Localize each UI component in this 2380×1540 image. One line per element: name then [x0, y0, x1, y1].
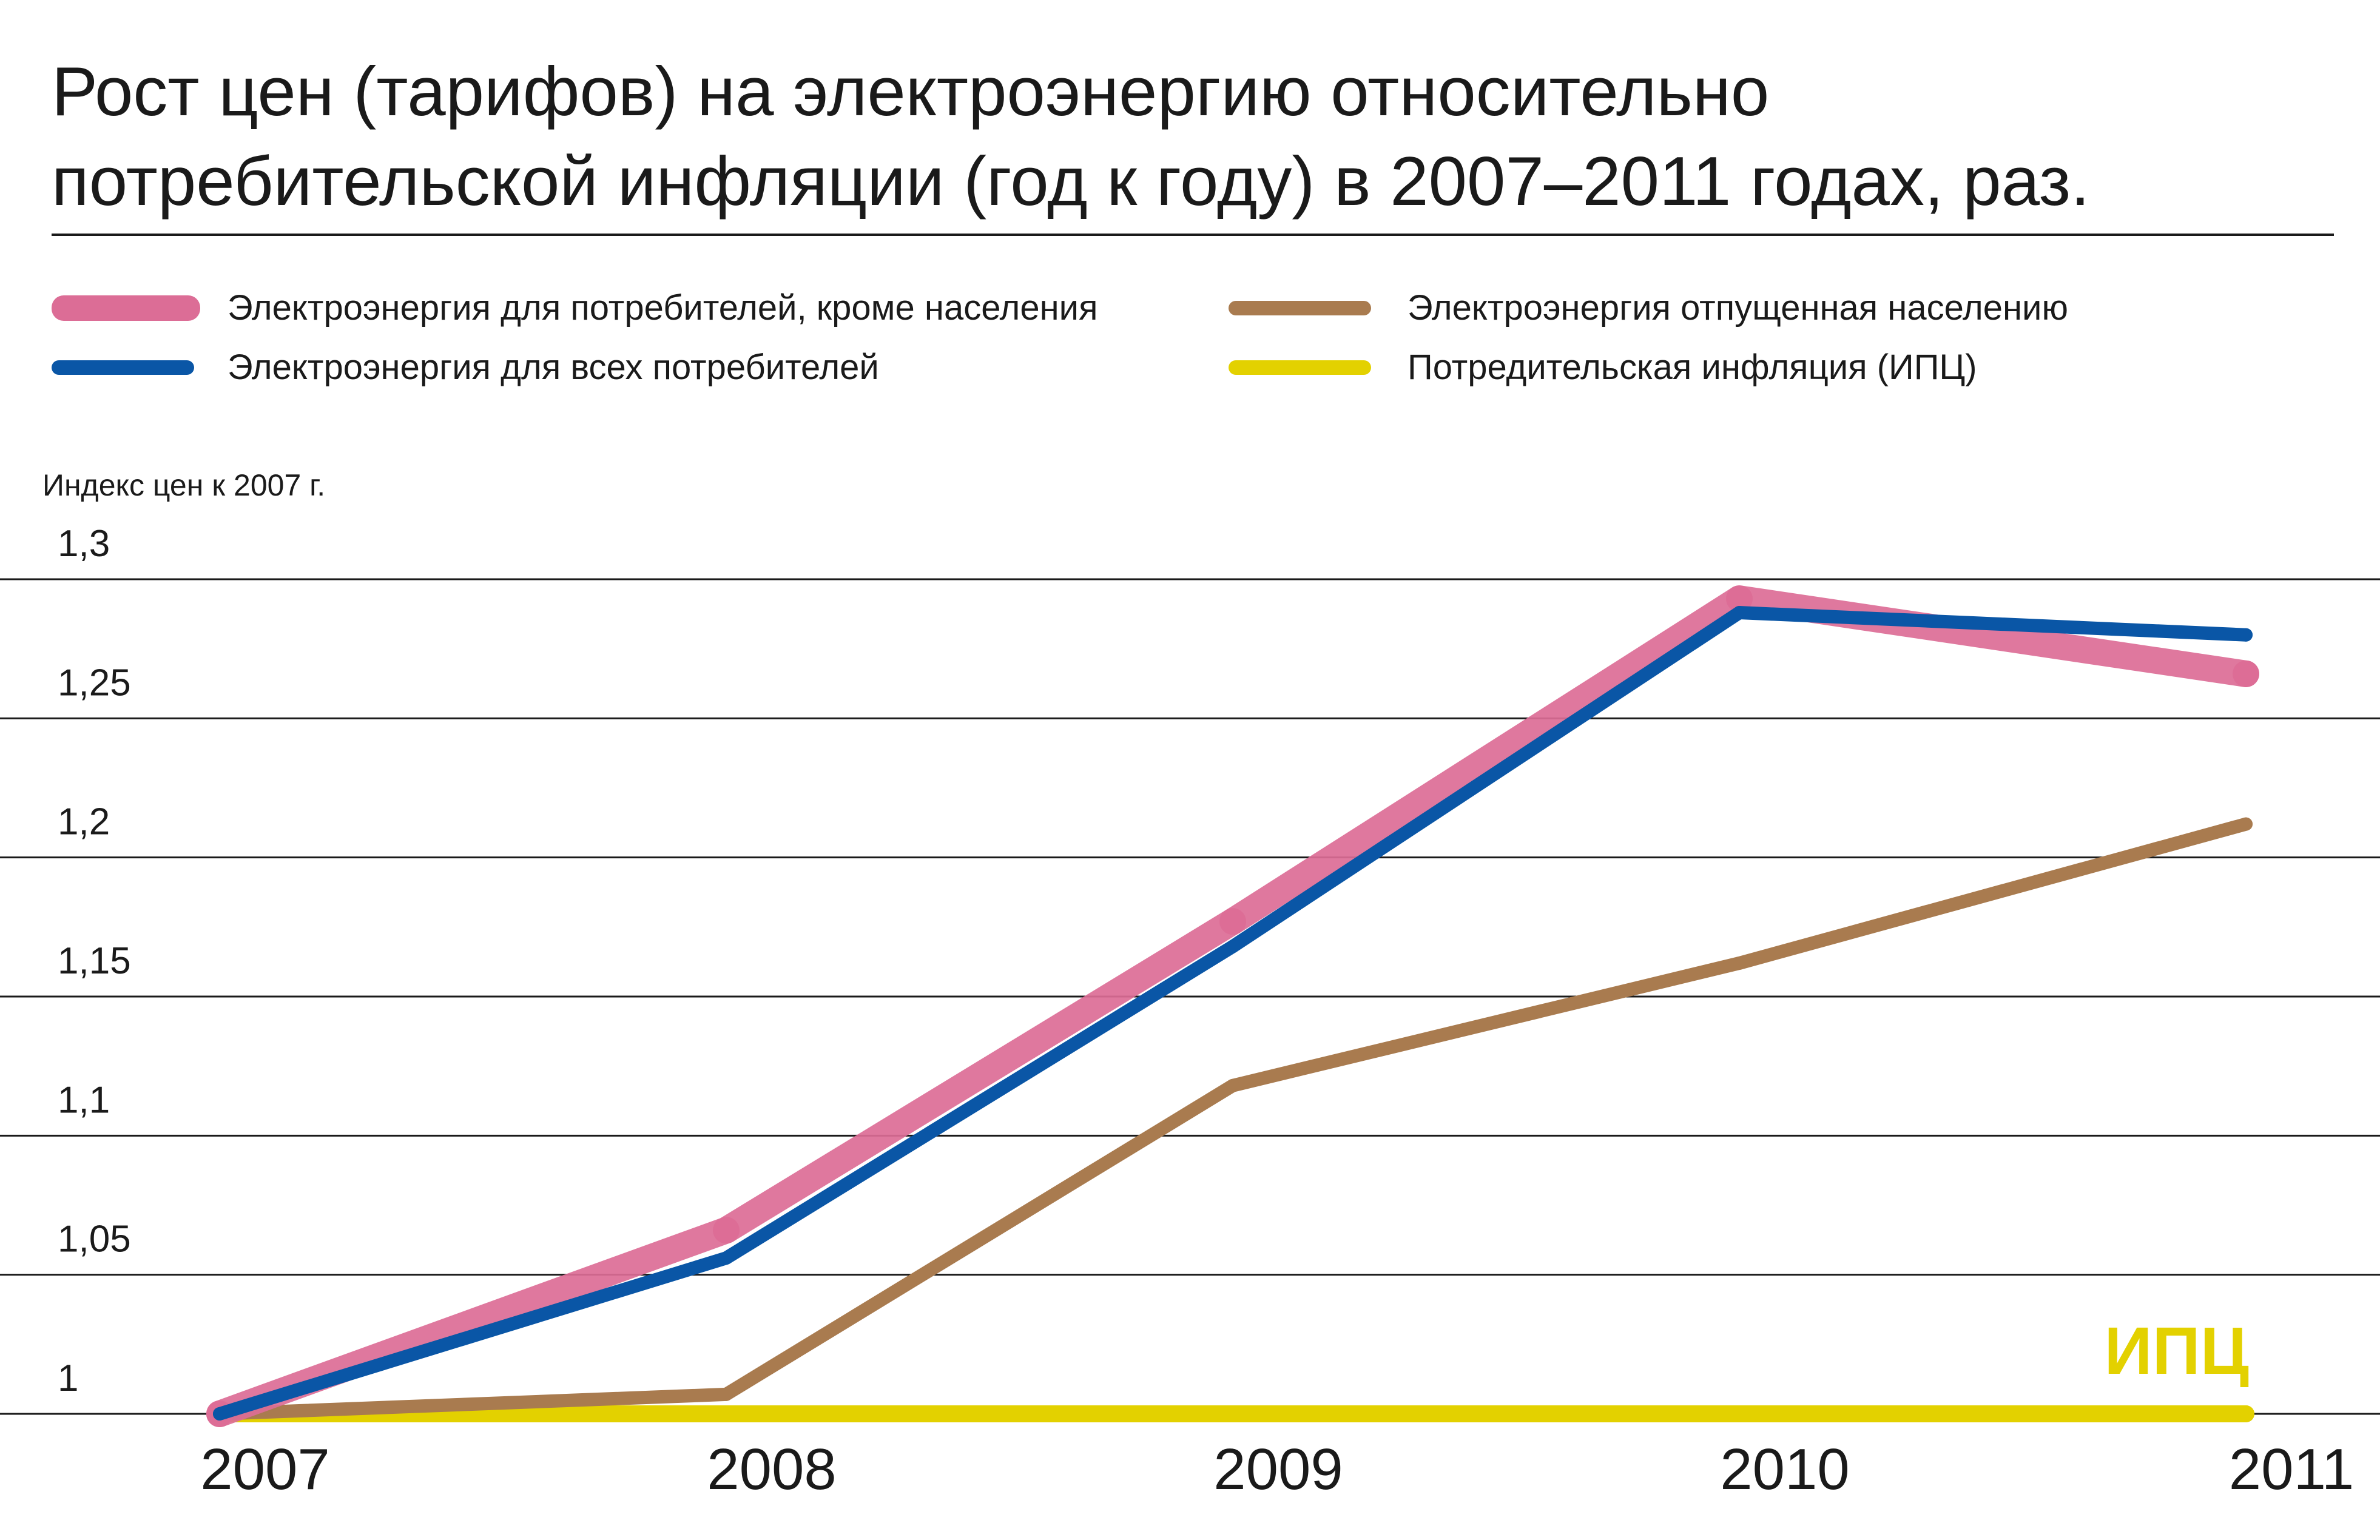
x-tick-label: 2007	[200, 1437, 330, 1502]
y-axis-label: Индекс цен к 2007 г.	[42, 468, 326, 502]
title-divider	[52, 234, 2334, 236]
y-tick-label: 1,25	[58, 662, 131, 704]
legend-swatch-cpi	[1229, 360, 1371, 375]
x-tick-label: 2011	[2229, 1437, 2354, 1502]
chart-title-line-1: Рост цен (тарифов) на электроэнергию отн…	[52, 53, 1770, 130]
legend-label-residential: Электроэнергия отпущенная населению	[1407, 288, 2068, 328]
y-tick-label: 1,3	[58, 523, 110, 565]
data-point	[720, 1387, 733, 1401]
data-point	[1219, 908, 1246, 935]
legend-item-residential: Электроэнергия отпущенная населению	[1229, 284, 2321, 332]
data-point	[1731, 1405, 1748, 1422]
data-point	[1733, 956, 1746, 970]
data-point	[1224, 1405, 1241, 1422]
legend-item-all-consumers: Электроэнергия для всех потребителей	[52, 343, 1144, 392]
gridlines	[0, 578, 2380, 1415]
data-point	[1226, 940, 1239, 953]
legend-swatch-nonresidential	[52, 295, 200, 321]
legend-label-all-consumers: Электроэнергия для всех потребителей	[228, 348, 879, 387]
data-point	[1733, 606, 1746, 620]
x-tick-labels: 2007 2008 2009 2010 2011	[200, 1437, 2354, 1502]
x-tick-label: 2009	[1213, 1437, 1343, 1502]
chart-title-line-2: потребительской инфляции (год к году) в …	[52, 143, 2090, 220]
data-point	[713, 1217, 740, 1244]
x-tick-label: 2008	[707, 1437, 837, 1502]
y-tick-label: 1,05	[58, 1219, 131, 1260]
legend-swatch-all-consumers	[52, 360, 194, 375]
data-point	[1226, 1078, 1239, 1092]
series-line-0	[206, 585, 2259, 1427]
legend-item-cpi: Потредительская инфляция (ИПЦ)	[1229, 343, 2321, 392]
y-tick-label: 1,2	[58, 801, 110, 843]
y-tick-labels: 1 1,05 1,1 1,15 1,2 1,25 1,3	[58, 523, 131, 1399]
legend-label-nonresidential: Электроэнергия для потребителей, кроме н…	[228, 288, 1098, 328]
y-tick-label: 1	[58, 1357, 78, 1399]
data-point	[1726, 585, 1753, 613]
chart-title: Рост цен (тарифов) на электроэнергию отн…	[52, 47, 2296, 227]
data-point	[2239, 817, 2253, 831]
annotations: ИПЦ	[2105, 1314, 2249, 1388]
x-tick-label: 2010	[1720, 1437, 1850, 1502]
data-point	[2239, 628, 2253, 642]
legend-label-cpi: Потредительская инфляция (ИПЦ)	[1407, 348, 1977, 387]
data-point	[718, 1405, 735, 1422]
data-point	[2233, 660, 2259, 687]
legend-item-nonresidential: Электроэнергия для потребителей, кроме н…	[52, 284, 1144, 332]
y-tick-label: 1,15	[58, 940, 131, 982]
legend-swatch-residential	[1229, 301, 1371, 315]
data-point	[213, 1407, 226, 1421]
data-point	[2237, 1405, 2254, 1422]
y-tick-label: 1,1	[58, 1079, 110, 1121]
cpi-annotation: ИПЦ	[2105, 1314, 2249, 1388]
series-lines	[206, 585, 2259, 1427]
data-point	[720, 1251, 733, 1265]
